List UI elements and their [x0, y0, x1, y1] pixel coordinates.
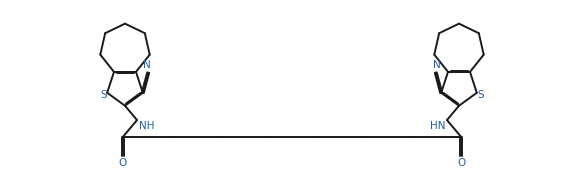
Text: S: S: [477, 90, 484, 100]
Text: N: N: [143, 60, 151, 70]
Text: HN: HN: [430, 121, 446, 131]
Text: NH: NH: [138, 121, 154, 131]
Text: S: S: [100, 90, 107, 100]
Text: N: N: [433, 60, 441, 70]
Text: O: O: [119, 158, 127, 168]
Text: O: O: [457, 158, 465, 168]
